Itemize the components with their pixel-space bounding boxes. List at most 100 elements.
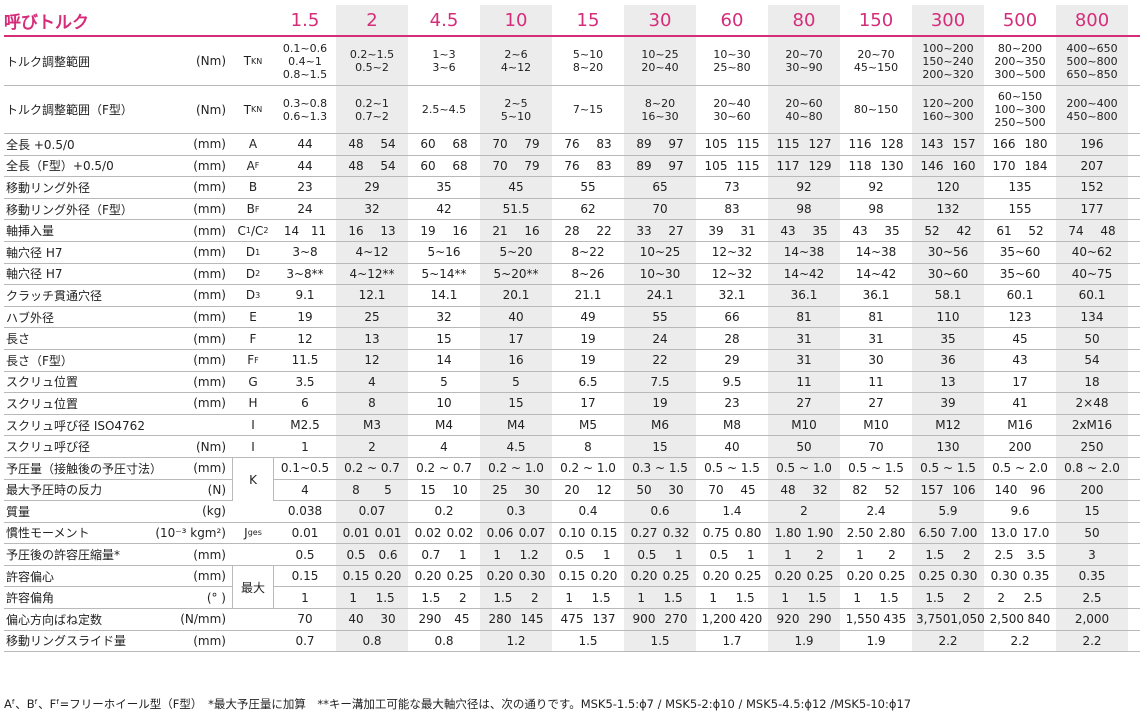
cell: 98 <box>868 202 884 217</box>
cell-part: 1.5 <box>735 590 755 605</box>
cell-part: 160 <box>952 158 976 173</box>
cell: 29 <box>336 177 408 198</box>
cell: 12.1 <box>336 285 408 306</box>
row-symbol: C 1/C 2 <box>237 223 269 238</box>
row-name: 予圧量（接触後の予圧寸法） <box>6 461 156 476</box>
cell-part: 0.20 <box>374 569 402 584</box>
cell-part: 157 <box>920 482 944 497</box>
cell: 177 <box>1056 198 1128 220</box>
cell: 0.5 1 <box>696 544 768 565</box>
cell-part: 7.00 <box>950 525 978 540</box>
cell-part: 0.25 <box>806 569 834 584</box>
cell: M10 <box>768 414 840 436</box>
cell-part: 13 <box>380 223 396 238</box>
header-size-4.5: 4.5 <box>429 9 459 31</box>
cell: 2.2 <box>1056 630 1128 652</box>
cell-part: 290 <box>418 612 442 627</box>
cell-part: 22 <box>596 223 612 238</box>
cell-part: 0.10 <box>558 525 586 540</box>
cell-part: 0.5 <box>637 547 657 562</box>
cell-part: 128 <box>880 137 904 152</box>
cell-part: 42 <box>956 223 972 238</box>
row-symbol <box>232 501 274 522</box>
cell-part: 54 <box>380 158 396 173</box>
row-symbol: G <box>248 374 258 389</box>
cell: 118 130 <box>840 156 912 177</box>
cell-part: 0.25 <box>734 569 762 584</box>
cell-part: 105 <box>704 158 728 173</box>
cell: 27 <box>868 396 884 411</box>
table-row: 軸穴径 H7 (mm) D 2 3~8** 4~12** 5~14** 5~20** 8~26 1… <box>4 263 1140 286</box>
cell: 1 <box>301 590 309 605</box>
table-row: 質量 (kg) 0.038 0.07 0.2 0.3 0.4 0.6 1.4 2 2.4 5.9 9.6… <box>4 501 1140 523</box>
row-name: 長さ <box>6 332 31 347</box>
cell: 35~60 <box>999 245 1041 260</box>
cell-part: 170 <box>992 158 1016 173</box>
row-unit: (Nm) <box>195 54 226 68</box>
row-name: 許容偏心 <box>6 569 55 584</box>
cell-line: 500~800 <box>1066 54 1118 68</box>
cell-part: 48 <box>348 137 364 152</box>
cell: 0.06 0.07 <box>480 522 552 544</box>
cell-part: 27 <box>668 223 684 238</box>
cell-part: 0.7 <box>421 547 441 562</box>
cell: 2,000 <box>1056 609 1128 630</box>
cell: 12 <box>297 331 313 346</box>
cell: 40~75 <box>1056 263 1128 285</box>
cell: 33 27 <box>624 220 696 241</box>
cell-part: 33 <box>636 223 652 238</box>
cell-part: 3,750 <box>916 612 951 627</box>
table-row: 長さ (mm) F 12 13 15 17 19 24 28 31 31 35 45 50 <box>4 328 1140 350</box>
cell: 1.5 2 <box>480 587 552 609</box>
table-row: スクリュ位置 (mm) H 6 8 10 15 17 19 23 27 27 39 41 2×48 <box>4 393 1140 415</box>
cell: 280 145 <box>480 609 552 630</box>
cell: 0.1~0.6 0.4~1 0.8~1.5 <box>274 37 336 85</box>
row-unit: (N) <box>207 482 226 497</box>
cell: 24 <box>297 202 313 217</box>
cell: 36 <box>912 349 984 371</box>
cell-part: 117 <box>776 158 800 173</box>
cell-part: 1 <box>781 590 789 605</box>
cell-line: 200~320 <box>922 67 974 81</box>
row-unit: (mm) <box>193 223 226 238</box>
cell: 0.5 1 <box>552 544 624 565</box>
cell-part: 43 <box>852 223 868 238</box>
cell: 40 <box>724 439 740 454</box>
cell: 4~12 <box>336 241 408 263</box>
cell: 1,550 435 <box>840 609 912 630</box>
cell: 40 30 <box>336 609 408 630</box>
cell: 0.7 1 <box>408 544 480 565</box>
cell: 83 <box>724 202 740 217</box>
cell-part: 1.80 <box>774 525 802 540</box>
cell: 76 83 <box>552 156 624 177</box>
cell-part: 1.5 <box>925 547 945 562</box>
row-unit: (mm) <box>193 158 226 173</box>
cell: 24.1 <box>624 285 696 306</box>
cell: 200 <box>1008 439 1032 454</box>
cell-part: 13.0 <box>990 525 1018 540</box>
cell: 200~400 450~800 <box>1056 86 1128 133</box>
row-symbol: T KN <box>243 102 263 117</box>
cell-part: 40 <box>348 612 364 627</box>
row-unit: (mm) <box>193 310 226 325</box>
cell: 0.25 0.30 <box>912 565 984 587</box>
cell: 10~30 25~80 <box>696 37 768 85</box>
cell: 0.3~0.8 0.6~1.3 <box>274 86 336 133</box>
cell: 81 <box>768 306 840 328</box>
cell: 290 45 <box>408 609 480 630</box>
cell: 7.5 <box>624 371 696 393</box>
row-name: スクリュ位置 <box>6 396 79 411</box>
cell: 81 <box>868 310 884 325</box>
row-name: 軸穴径 H7 <box>6 245 63 260</box>
cell: 0.01 <box>291 525 319 540</box>
row-unit: (mm) <box>193 137 226 152</box>
cell: 0.5 ~ 1.5 <box>704 461 760 476</box>
cell: 115 127 <box>768 134 840 155</box>
row-symbol: F <box>249 331 257 346</box>
cell-line: 10~25 <box>641 48 679 61</box>
cell: 0.6 <box>624 501 696 522</box>
cell-part: 0.5 <box>346 547 366 562</box>
cell: 4.5 <box>480 436 552 457</box>
cell: 60 68 <box>408 156 480 177</box>
